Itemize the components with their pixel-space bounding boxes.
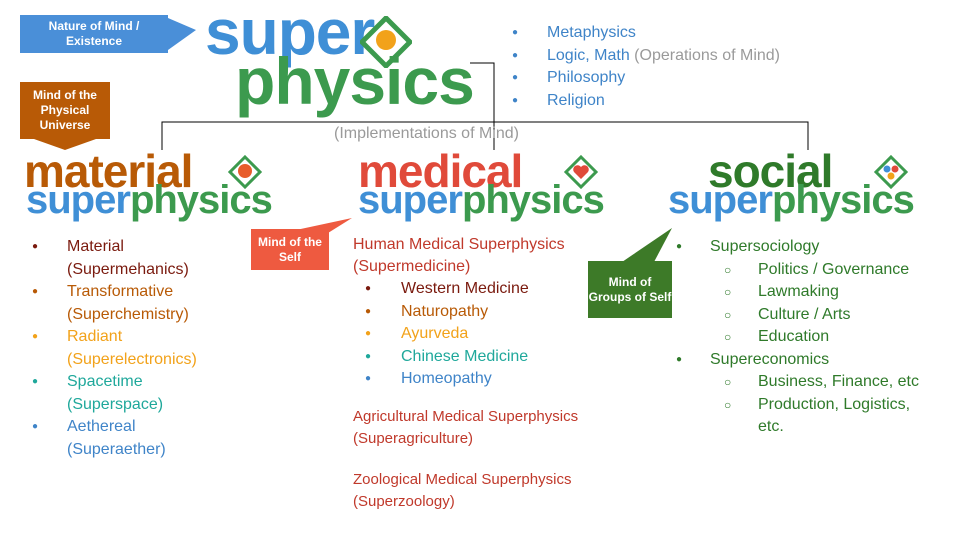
list-item: ○ Culture / Arts [724, 305, 851, 323]
list-item: ● Material (Supermehanics) [32, 238, 189, 278]
list-item: ● Transformative (Superchemistry) [32, 283, 189, 323]
zoo-block: Zoological Medical Superphysics (Superzo… [353, 469, 571, 513]
list-item: ● Ayurveda [365, 325, 469, 342]
human-medical-subtitle: (Supermedicine) [353, 258, 471, 275]
human-medical-title: Human Medical Superphysics [353, 236, 565, 253]
list-item: ○ Lawmaking [724, 283, 839, 300]
callout-groups-of-self: Mind of Groups of Self [588, 261, 672, 318]
list-item: Logic, Math (Operations of Mind) [512, 45, 780, 68]
atom-diamond-icon [228, 155, 262, 189]
list-item: ● Supersociology [676, 238, 820, 255]
zoo-subtitle: (Superzoology) [353, 493, 455, 510]
list-item: ● Homeopathy [365, 370, 492, 387]
list-item: ○ Education [724, 328, 830, 345]
medical-logo: superphysics [358, 178, 605, 222]
list-item: ● Radiant (Superelectronics) [32, 328, 197, 368]
logo-super-text: super [205, 0, 375, 68]
medical-column: Human Medical Superphysics (Supermedicin… [353, 234, 565, 278]
list-item: ● Spacetime (Superspace) [32, 373, 164, 413]
list-item: ● Naturopathy [365, 302, 489, 320]
logo-physics-text: physics [235, 44, 475, 118]
list-item: etc. [758, 418, 784, 435]
heart-diamond-icon [564, 155, 598, 189]
list-item: Religion [512, 90, 780, 113]
medical-word: medical [358, 145, 523, 197]
people-diamond-icon [874, 155, 908, 189]
agri-title: Agricultural Medical Superphysics [353, 408, 579, 425]
material-logo: superphysics [26, 178, 273, 222]
list-item: ○ Production, Logistics, [724, 395, 911, 413]
material-word: material [24, 145, 193, 197]
list-item: ○ Politics / Governance [724, 260, 910, 278]
economics-sublist: ○ Business, Finance, etc ○ Production, Logi… [676, 371, 946, 439]
list-item: ● Western Medicine [365, 280, 529, 297]
implementations-label: (Implementations of Mind) [334, 125, 519, 142]
callout-physical-universe: Mind of the Physical Universe [20, 82, 110, 139]
agri-subtitle: (Superagriculture) [353, 430, 474, 447]
list-item: ● Aethereal (Superaether) [32, 418, 166, 458]
sun-diamond-icon [360, 16, 412, 68]
list-item: ● Chinese Medicine [365, 347, 529, 365]
list-item: Philosophy [512, 67, 780, 90]
callout-nature-of-mind: Nature of Mind / Existence [20, 15, 168, 53]
list-item: ● Supereconomics [676, 350, 830, 368]
social-list: ● Supersociology ○ Politics / Governance ○ L… [676, 236, 946, 439]
medical-list: ● Western Medicine ● Naturopathy ● Ayurveda ● C… [365, 278, 585, 391]
list-item: Metaphysics [512, 22, 780, 45]
social-word: social [708, 145, 833, 197]
material-list: ● Material (Supermehanics) ● Transformative(… [32, 236, 232, 461]
list-item: ○ Business, Finance, etc [724, 373, 919, 390]
agri-block: Agricultural Medical Superphysics (Super… [353, 406, 578, 450]
top-topic-list: Metaphysics Logic, Math (Operations of M… [512, 22, 780, 112]
callout-self: Mind of the Self [251, 229, 329, 270]
zoo-title: Zoological Medical Superphysics [353, 471, 572, 488]
sociology-sublist: ○ Politics / Governance ○ Lawmaking ○ Culture… [676, 259, 946, 349]
